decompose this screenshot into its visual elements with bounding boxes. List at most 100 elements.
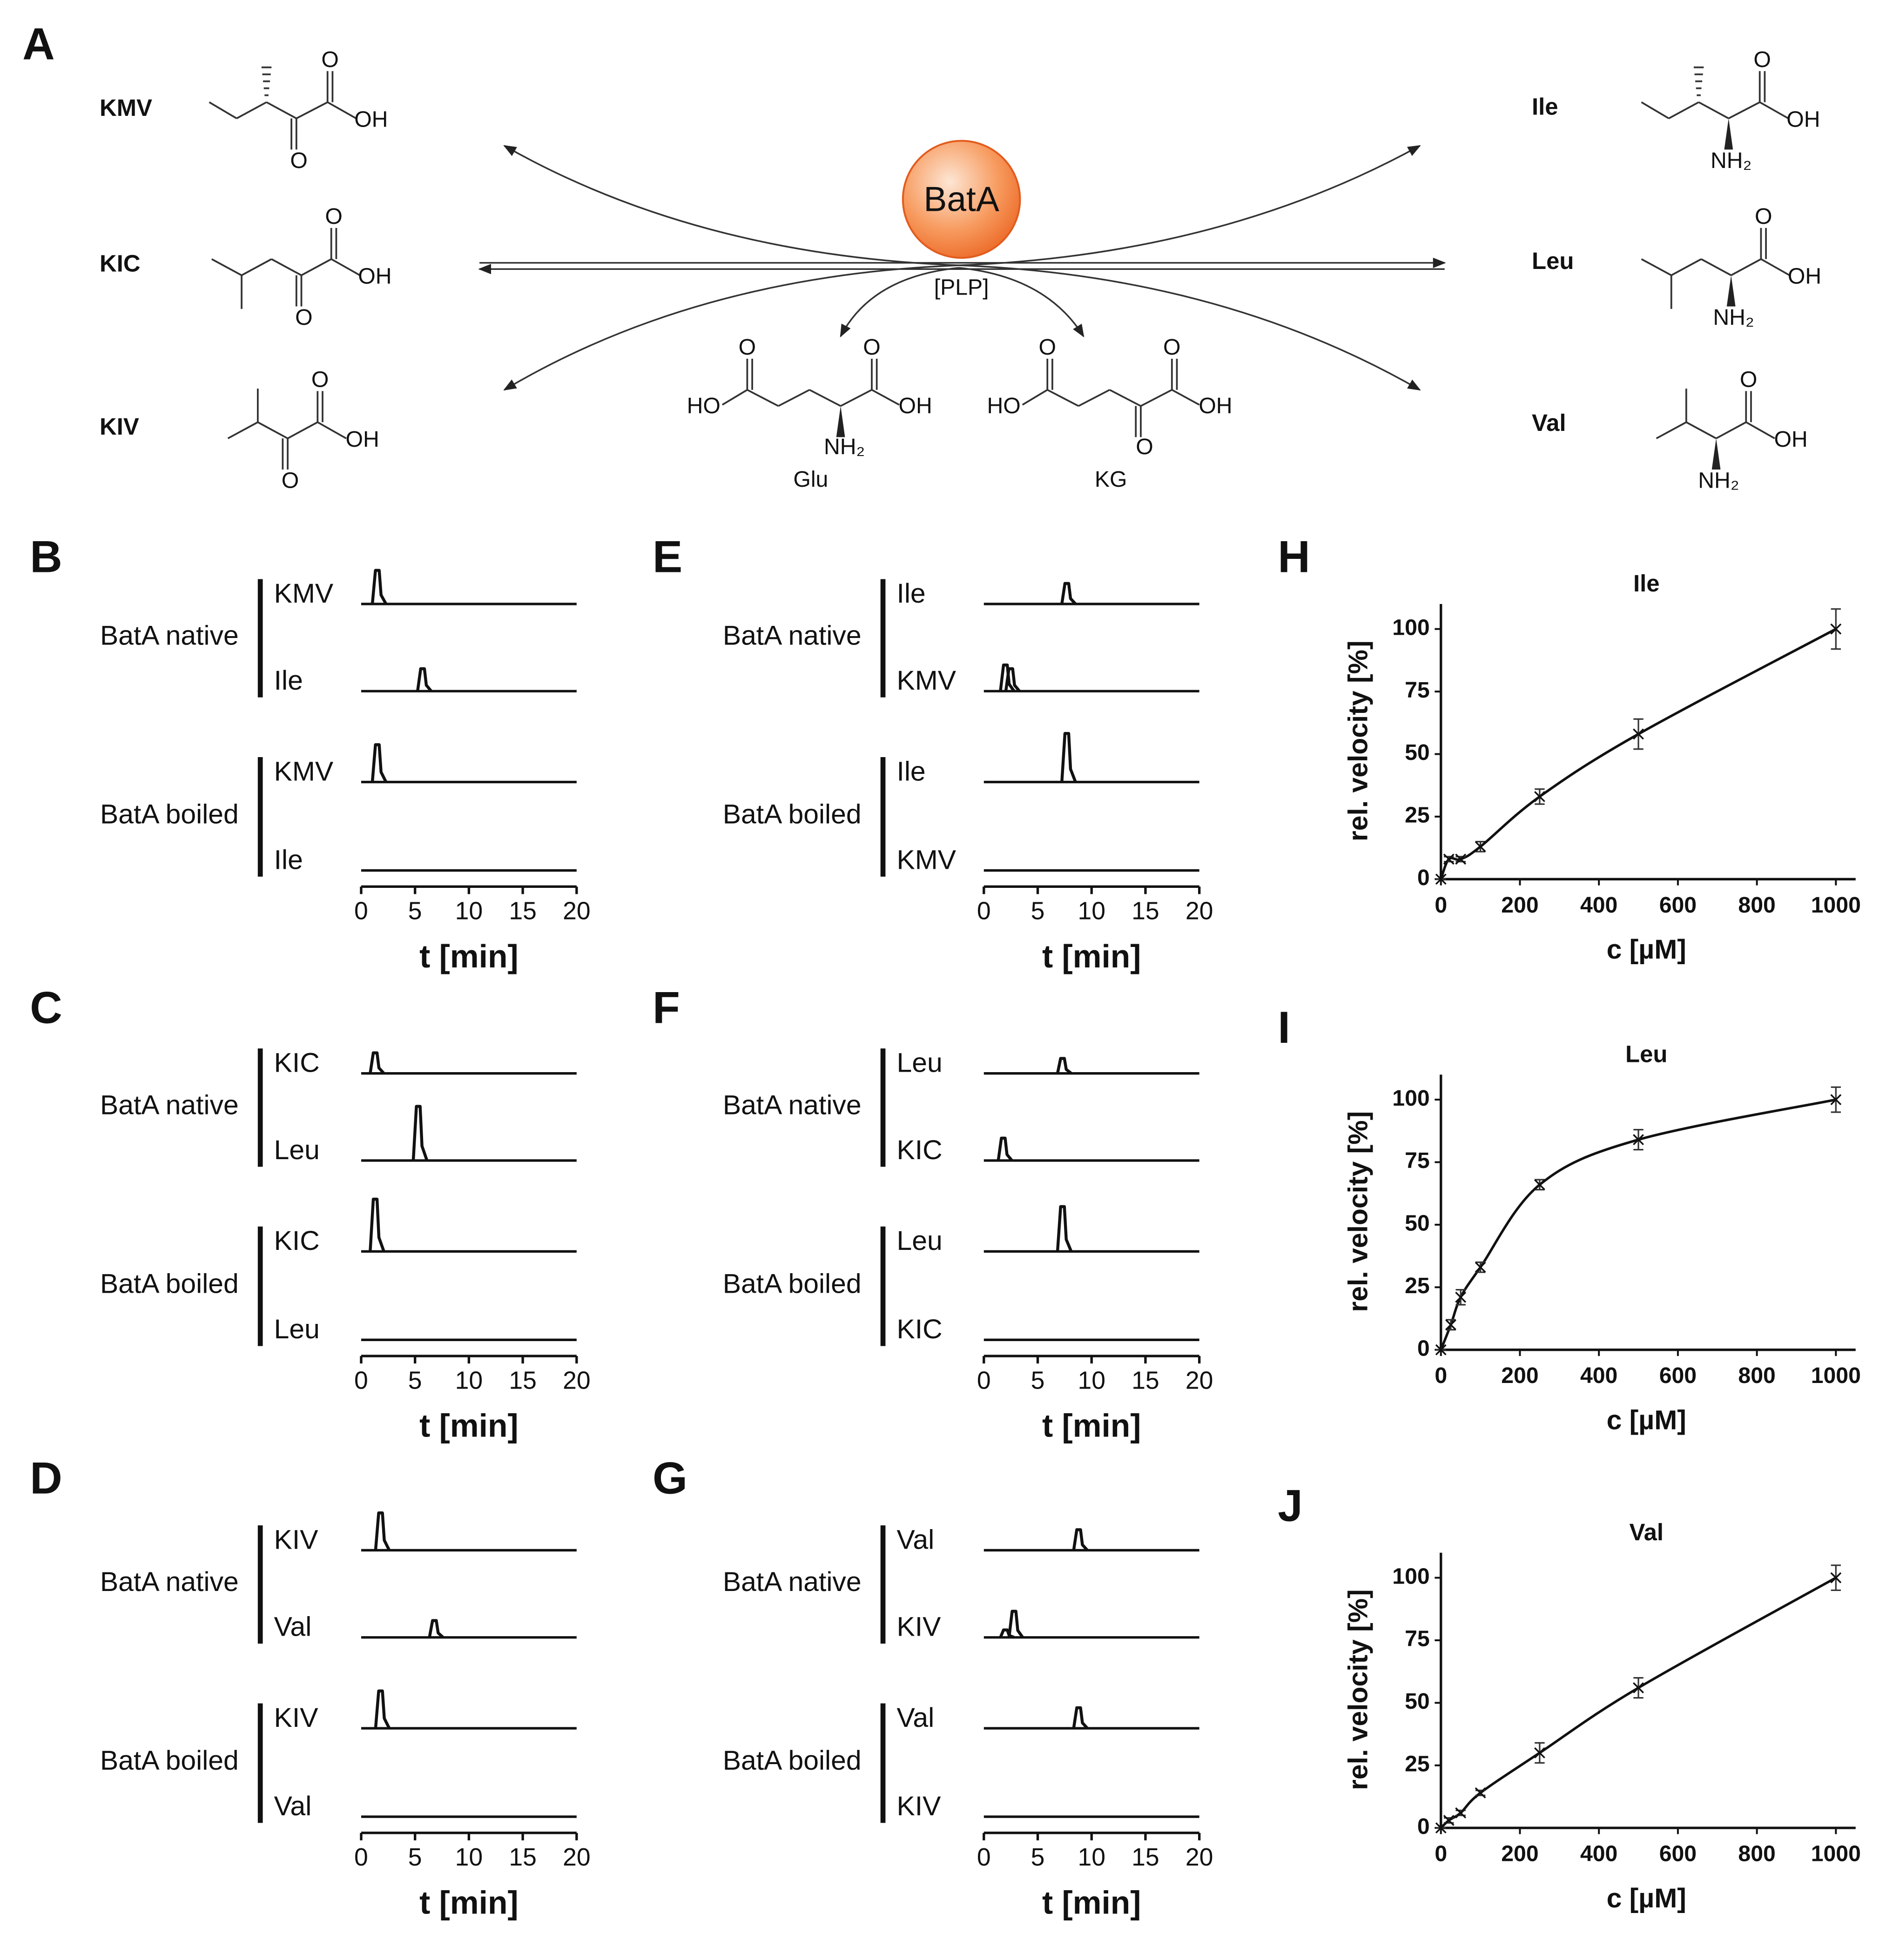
y-tick-label: 25: [1405, 1751, 1430, 1776]
x-tick-label: 20: [563, 1367, 591, 1394]
bond: [1698, 101, 1729, 120]
bond: [1078, 389, 1110, 407]
bond: [257, 421, 288, 439]
bond: [317, 421, 347, 439]
group-label: BatA boiled: [723, 799, 862, 830]
x-tick-label: 600: [1659, 1363, 1697, 1388]
peak: [1056, 1057, 1072, 1075]
x-tick-label: 0: [1435, 1841, 1447, 1866]
atom-label: OH: [1774, 427, 1807, 452]
panel-letter: D: [30, 1454, 62, 1504]
group-label: BatA boiled: [100, 1745, 239, 1776]
data-point: [1455, 853, 1467, 865]
compound-name: KIV: [100, 413, 139, 440]
bond: [266, 101, 297, 120]
bond: [227, 421, 258, 439]
panel-letter: J: [1278, 1481, 1303, 1531]
trace-label: Val: [896, 1524, 934, 1555]
peak: [1004, 667, 1021, 692]
group-label: BatA boiled: [723, 1745, 862, 1776]
fit-curve: [1440, 1577, 1837, 1829]
panel-letter: C: [30, 983, 62, 1033]
x-tick-label: 10: [1078, 1367, 1105, 1394]
x-tick-label: 600: [1659, 1841, 1697, 1866]
bond: [327, 101, 357, 120]
trace-label: KIC: [896, 1135, 942, 1165]
x-tick-label: 0: [354, 1367, 368, 1394]
x-tick-label: 20: [563, 1844, 591, 1871]
peak: [428, 1619, 445, 1639]
x-tick-label: 400: [1580, 1363, 1617, 1388]
y-tick-label: 0: [1417, 1336, 1430, 1361]
x-tick-label: 10: [1078, 1844, 1105, 1871]
data-point: [1830, 1094, 1842, 1106]
trace-label: Leu: [274, 1314, 320, 1344]
bond: [330, 258, 361, 276]
y-tick-label: 75: [1405, 1148, 1430, 1173]
y-tick-label: 50: [1405, 1689, 1430, 1714]
trace-label: Val: [274, 1612, 312, 1642]
group-label: BatA native: [100, 621, 239, 651]
data-point: [1534, 1747, 1545, 1759]
bond: [1701, 258, 1732, 276]
x-tick-label: 0: [354, 1844, 368, 1871]
bond-wedge: [836, 406, 845, 437]
x-tick-label: 0: [1435, 1363, 1447, 1388]
peak: [1072, 1528, 1089, 1551]
atom-label: O: [1755, 204, 1772, 229]
bond: [211, 258, 242, 276]
atom-label: O: [295, 305, 312, 330]
compound-name: Val: [1532, 409, 1566, 436]
group-label: BatA native: [723, 1567, 862, 1597]
bond: [1171, 389, 1200, 406]
bond-wedge: [1711, 438, 1721, 470]
group-label: BatA native: [723, 1090, 862, 1120]
peak: [1056, 1205, 1073, 1252]
panel-letter: H: [1278, 532, 1310, 582]
x-axis-label: t [min]: [419, 1884, 518, 1920]
data-point: [1633, 1682, 1644, 1694]
x-tick-label: 10: [1078, 898, 1105, 925]
compound-name: KMV: [100, 94, 152, 121]
atom-label: HO: [687, 393, 721, 418]
atom-label: O: [1740, 367, 1757, 392]
panel-letter: A: [22, 19, 55, 69]
data-point: [1830, 1572, 1842, 1584]
peak: [371, 743, 388, 783]
group-label: BatA boiled: [100, 1269, 239, 1299]
bond: [236, 101, 267, 120]
x-tick-label: 0: [977, 898, 991, 925]
atom-label: NH₂: [824, 434, 865, 459]
y-tick-label: 75: [1405, 678, 1430, 703]
x-tick-label: 200: [1501, 893, 1538, 918]
peak: [374, 1689, 391, 1729]
trace-label: Leu: [274, 1135, 320, 1165]
bond: [1760, 258, 1790, 276]
x-tick-label: 15: [509, 898, 537, 925]
group-label: BatA native: [100, 1090, 239, 1120]
y-tick-label: 100: [1392, 615, 1429, 640]
x-tick-label: 200: [1501, 1363, 1538, 1388]
trace-label: Val: [274, 1791, 312, 1821]
data-point: [1475, 1787, 1486, 1799]
fit-curve: [1440, 628, 1837, 880]
x-tick-label: 0: [354, 898, 368, 925]
panel-letter: F: [653, 983, 680, 1033]
data-point: [1534, 791, 1545, 802]
y-axis-label: rel. velocity [%]: [1343, 640, 1373, 841]
x-axis-label: c [µM]: [1607, 934, 1686, 965]
bond: [1047, 389, 1079, 407]
atom-label: OH: [898, 393, 932, 418]
bond: [840, 389, 872, 407]
atom-label: OH: [1786, 107, 1820, 132]
bond: [1731, 258, 1762, 276]
x-tick-label: 800: [1738, 893, 1775, 918]
peak: [999, 663, 1016, 692]
x-tick-label: 400: [1580, 893, 1617, 918]
y-axis-label: rel. velocity [%]: [1343, 1589, 1373, 1790]
compound-name: Glu: [793, 467, 828, 492]
bond-wedge: [1726, 275, 1736, 307]
trace-label: Ile: [896, 756, 925, 786]
bond: [241, 258, 272, 276]
